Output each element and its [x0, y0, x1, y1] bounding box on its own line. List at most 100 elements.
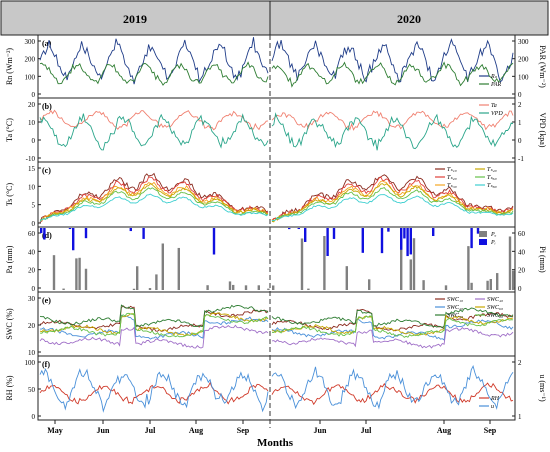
- y-tick-right: 2: [518, 359, 522, 367]
- panel-label: (e): [42, 296, 51, 305]
- series-line-Ts40: [39, 183, 269, 221]
- bar-pa: [62, 288, 65, 290]
- bar-pi: [84, 228, 88, 239]
- bar-pa: [161, 243, 164, 290]
- y-label-left: Pa (mm): [5, 245, 14, 273]
- bar-pa: [345, 266, 348, 290]
- bar-pa: [52, 255, 56, 290]
- month-axis: May Jun Jul Aug Sep Jun Jul Aug Sep: [47, 420, 497, 435]
- year-label-2020: 2020: [397, 12, 421, 26]
- series-line-PAR: [271, 61, 514, 88]
- bar-pa: [267, 288, 270, 290]
- bar-pa: [228, 281, 232, 290]
- y-label-left: Rn (Wm⁻²): [5, 48, 14, 85]
- series-line-Ts80: [39, 193, 269, 222]
- month-tick-label: Aug: [189, 426, 203, 435]
- panel-label: (a): [42, 39, 52, 48]
- legend-label: SWC₄₀: [487, 297, 503, 303]
- legend-label: Pₐ: [490, 232, 497, 238]
- series-line-Ts10: [39, 172, 269, 224]
- y-label-right: PAR (Wm⁻²): [538, 45, 547, 88]
- panel-3: (d) Pa (mm) Pi (mm) 0 20 40 60 0 20 40 60 Pₐ Pᵢ: [5, 226, 547, 293]
- panel-frame: [37, 97, 516, 163]
- series-line-SWC40: [39, 324, 269, 349]
- y-tick-left: 0: [32, 137, 36, 145]
- series-line-RH: [271, 382, 514, 406]
- month-tick-label: Jun: [314, 426, 327, 435]
- bar-pi: [380, 228, 384, 254]
- legend: Rₙ PAR: [479, 74, 502, 88]
- series-line-u: [39, 368, 269, 413]
- panel-label: (c): [42, 166, 51, 175]
- y-tick-left: 40: [28, 248, 36, 256]
- bar-pa: [412, 238, 416, 290]
- y-tick-left: 0: [32, 413, 36, 421]
- y-tick-left: 10: [28, 119, 36, 127]
- bar-pi: [332, 228, 336, 239]
- bar-pa: [307, 288, 310, 290]
- y-tick-right: 0: [518, 91, 522, 99]
- bar-pa: [470, 282, 473, 290]
- legend-label: SWC₂₀: [447, 305, 463, 311]
- month-tick-label: Jul: [361, 426, 372, 435]
- series-line-Ts10: [271, 174, 514, 222]
- legend-label: Rₙ: [490, 74, 498, 80]
- y-tick-left: 200: [25, 56, 36, 64]
- bar-pa: [244, 285, 248, 290]
- series-line-Rn: [39, 37, 269, 85]
- month-tick-label: Aug: [437, 426, 451, 435]
- y-tick-right: 100: [518, 73, 529, 81]
- series-line-Ts80: [271, 194, 514, 222]
- bar-pi: [304, 228, 307, 242]
- bar-pi: [72, 228, 75, 251]
- series-line-SWC60: [39, 312, 269, 337]
- y-label-left: SWC (%): [5, 308, 14, 340]
- legend-label: Tₛ₃₀: [447, 183, 457, 189]
- legend-label: Tₛ₂₀: [447, 175, 457, 181]
- y-tick-left: 20: [28, 101, 36, 109]
- series-line-Rn: [271, 38, 514, 83]
- month-tick-label: May: [47, 426, 63, 435]
- bar-pa: [155, 274, 158, 290]
- bar-pa: [496, 273, 499, 290]
- y-tick-left: 20: [28, 267, 36, 275]
- y-tick-right: 0: [518, 137, 522, 145]
- bar-pi: [409, 228, 412, 255]
- bar-pa: [206, 285, 209, 290]
- bar-pa: [84, 268, 88, 290]
- month-tick-label: Jun: [97, 426, 110, 435]
- series-line-PAR: [39, 61, 269, 86]
- panel-0: (a) Rn (Wm⁻²) PAR (Wm⁻²) 0 100 200 300 0 100 200 3…: [5, 34, 547, 99]
- legend-label: Tₛ₄₀: [487, 167, 497, 173]
- series-line-SWC30: [271, 307, 514, 329]
- y-tick-left: 100: [25, 73, 36, 81]
- panel-2: (c) Ts (°C) 0 5 10 15 Tₛ₁₀ Tₛ₂₀ Tₛ₃₀ Tₛ₄₀ Tₛ₆₀ Tₛ₈₀: [5, 161, 516, 228]
- series-line-SWC80: [271, 315, 513, 338]
- series-line-SWC20: [271, 318, 514, 341]
- bar-pa: [400, 238, 403, 290]
- y-tick-right: 200: [518, 56, 529, 64]
- bar-pi: [288, 228, 291, 230]
- bar-pa: [512, 270, 515, 290]
- bar-pa: [257, 285, 260, 290]
- series-line-SWC80: [39, 312, 269, 338]
- y-tick-right: 60: [518, 230, 526, 238]
- series-line-Ts30: [271, 180, 514, 223]
- y-tick-left: 0: [32, 91, 36, 99]
- month-tick-label: Jul: [145, 426, 156, 435]
- y-tick-right: 1: [518, 119, 522, 127]
- y-tick-left: 100: [25, 359, 36, 367]
- month-tick-label: Sep: [484, 426, 497, 435]
- series-line-Ta: [39, 109, 269, 131]
- panel-4: (e) SWC (%) 10 20 30 SWC₁₀ SWC₂₀ SWC₃₀ SWC₄₀ SWC₆…: [5, 291, 516, 357]
- y-tick-left: 0: [32, 285, 36, 293]
- legend: Pₐ Pᵢ: [479, 231, 497, 246]
- bar-pi: [40, 228, 43, 234]
- legend-label: SWC₃₀: [447, 313, 463, 319]
- y-tick-left: 5: [32, 202, 36, 210]
- bar-pi: [432, 228, 435, 237]
- bar-pi: [476, 228, 480, 234]
- y-tick-right: 0: [518, 285, 522, 293]
- legend-label: Tₛ₆₀: [487, 175, 497, 181]
